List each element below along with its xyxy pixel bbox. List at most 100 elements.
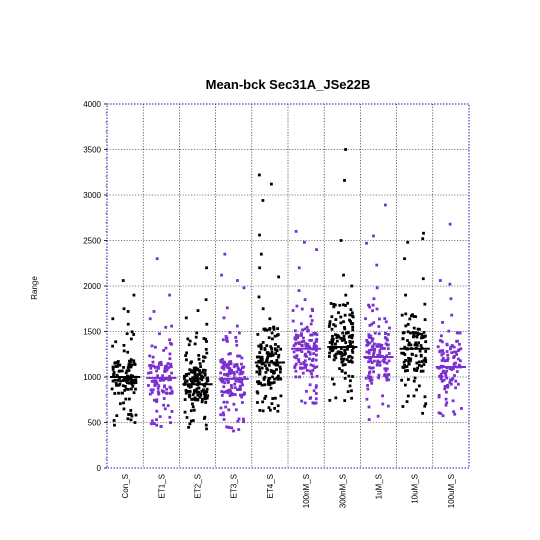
data-point	[332, 305, 336, 309]
data-point	[327, 325, 331, 328]
data-point	[267, 336, 271, 340]
data-point	[225, 378, 229, 382]
data-point	[367, 334, 371, 338]
data-point	[193, 398, 197, 402]
data-point	[372, 234, 375, 238]
data-point	[415, 335, 419, 339]
data-point	[328, 347, 332, 351]
data-point	[420, 332, 424, 336]
data-point	[452, 362, 456, 366]
data-point	[201, 370, 205, 374]
data-point	[242, 286, 246, 290]
data-point	[276, 345, 280, 349]
data-point	[366, 374, 370, 378]
data-point	[236, 419, 240, 423]
data-point	[111, 365, 115, 369]
data-point	[118, 363, 122, 367]
data-point	[200, 374, 203, 378]
data-point	[457, 363, 461, 367]
data-point	[310, 338, 313, 342]
data-point	[232, 372, 236, 376]
data-point	[242, 420, 246, 424]
data-point	[130, 330, 134, 334]
data-point	[347, 360, 351, 364]
data-point	[147, 371, 150, 375]
data-point	[449, 297, 453, 301]
data-point	[275, 348, 279, 352]
data-point	[298, 348, 302, 352]
data-point	[155, 257, 159, 261]
data-point	[401, 405, 405, 408]
data-point	[185, 416, 189, 419]
data-point	[276, 333, 279, 337]
data-point	[300, 350, 304, 353]
data-point	[350, 356, 354, 360]
data-point	[454, 386, 458, 390]
data-point	[409, 314, 413, 318]
data-point	[368, 349, 371, 352]
data-point	[343, 179, 346, 182]
data-point	[314, 358, 318, 362]
data-point	[453, 412, 457, 416]
data-point	[131, 384, 135, 388]
data-point	[267, 363, 271, 367]
data-point	[122, 307, 126, 311]
data-point	[413, 343, 417, 347]
data-point	[423, 356, 427, 360]
data-point	[387, 352, 391, 355]
data-point	[314, 353, 318, 357]
data-point	[204, 392, 207, 396]
data-point	[220, 273, 223, 277]
data-point	[339, 321, 343, 325]
data-point	[444, 403, 448, 407]
data-point	[441, 349, 445, 353]
data-point	[308, 369, 312, 373]
data-point	[152, 379, 156, 383]
data-point	[170, 410, 174, 413]
data-point	[225, 400, 229, 404]
data-point	[328, 320, 332, 324]
data-point	[451, 399, 455, 403]
data-point	[276, 355, 280, 359]
data-point	[161, 374, 165, 378]
data-point	[342, 357, 346, 361]
data-point	[194, 366, 198, 370]
data-point	[386, 343, 390, 347]
data-point	[305, 363, 308, 367]
data-point	[297, 266, 301, 270]
data-point	[271, 337, 274, 341]
data-point	[275, 376, 279, 380]
data-point	[311, 364, 315, 368]
data-point	[458, 331, 462, 335]
data-point	[369, 336, 372, 339]
data-point	[424, 358, 427, 362]
data-point	[375, 307, 379, 311]
chart-title: Mean-bck Sec31A_JSe22B	[206, 77, 371, 92]
data-point	[303, 364, 307, 368]
data-point	[455, 353, 459, 356]
data-point	[273, 371, 276, 374]
data-point	[311, 401, 315, 405]
data-point	[158, 415, 162, 419]
data-point	[350, 389, 353, 393]
data-point	[345, 346, 349, 350]
data-point	[133, 362, 136, 366]
data-point	[371, 366, 375, 370]
data-point	[406, 330, 410, 334]
data-point	[419, 369, 423, 373]
data-point	[257, 359, 261, 363]
data-point	[343, 338, 346, 342]
data-point	[314, 386, 318, 389]
data-point	[227, 352, 231, 356]
data-point	[349, 341, 352, 345]
y-tick-label: 4000	[83, 100, 101, 109]
data-point	[415, 388, 418, 392]
data-point	[128, 381, 131, 385]
data-point	[228, 367, 232, 371]
data-point	[149, 366, 153, 370]
data-point	[154, 382, 158, 386]
data-point	[134, 413, 138, 417]
data-point	[349, 320, 353, 323]
data-point	[242, 417, 245, 421]
data-point	[121, 384, 125, 388]
